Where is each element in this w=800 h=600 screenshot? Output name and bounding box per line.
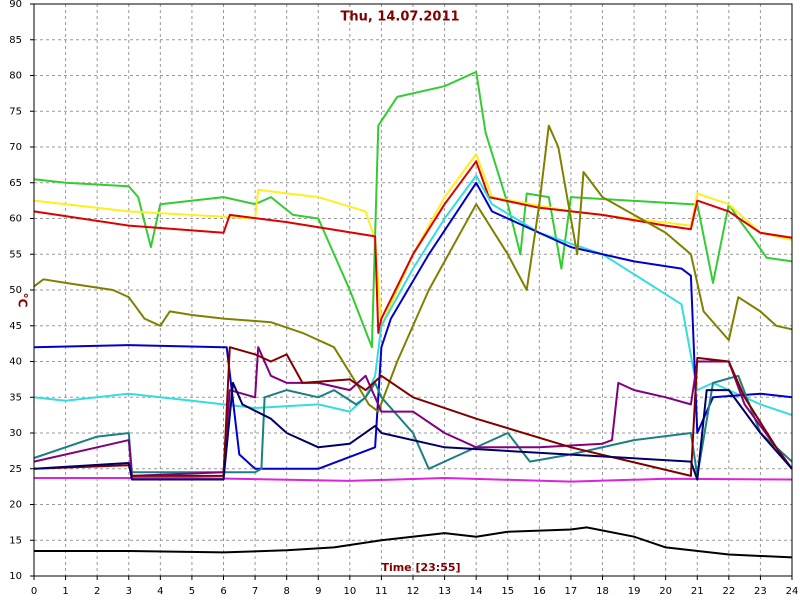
series-line	[33, 181, 793, 470]
y-tick-label: 65	[9, 178, 22, 189]
x-tick-label: 4	[157, 586, 163, 597]
chart-title: Thu, 14.07.2011	[340, 10, 459, 25]
series-line	[33, 346, 793, 477]
x-tick-label: 6	[220, 586, 226, 597]
x-tick-label: 14	[470, 586, 483, 597]
y-tick-label: 25	[9, 464, 22, 475]
x-tick-label: 12	[407, 586, 420, 597]
x-tick-label: 19	[628, 586, 641, 597]
x-tick-label: 18	[596, 586, 609, 597]
x-tick-label: 15	[501, 586, 514, 597]
series-line	[34, 526, 793, 559]
x-tick-label: 21	[691, 586, 704, 597]
y-tick-label: 35	[9, 392, 22, 403]
x-tick-label: 10	[343, 586, 356, 597]
x-tick-label: 9	[315, 586, 321, 597]
y-tick-label: 75	[9, 106, 22, 117]
x-tick-label: 20	[659, 586, 672, 597]
y-tick-label: 10	[9, 571, 22, 582]
series-line	[34, 477, 793, 483]
series-line	[33, 174, 793, 417]
series-line	[33, 153, 793, 327]
y-tick-label: 55	[9, 249, 22, 260]
y-tick-label: 45	[9, 321, 22, 332]
x-tick-label: 24	[786, 586, 799, 597]
series-line	[33, 346, 793, 477]
series-line	[33, 70, 793, 349]
series-line	[33, 374, 793, 477]
x-tick-label: 13	[438, 586, 451, 597]
y-tick-label: 40	[9, 357, 22, 368]
x-tick-label: 16	[533, 586, 546, 597]
x-tick-label: 2	[94, 586, 100, 597]
y-tick-label: 90	[9, 0, 22, 10]
y-tick-label: 30	[9, 428, 22, 439]
x-tick-label: 22	[722, 586, 735, 597]
x-tick-label: 3	[126, 586, 132, 597]
y-tick-label: 85	[9, 35, 22, 46]
y-tick-label: 15	[9, 535, 22, 546]
x-tick-label: 7	[252, 586, 258, 597]
y-tick-label: 80	[9, 71, 22, 82]
x-tick-label: 1	[62, 586, 68, 597]
y-tick-label: 70	[9, 142, 22, 153]
y-tick-label: 60	[9, 214, 22, 225]
series-line	[33, 381, 793, 481]
series-line	[33, 160, 793, 334]
x-axis-label: Time [23:55]	[381, 561, 460, 574]
y-tick-label: 20	[9, 500, 22, 511]
y-axis-label: °C	[16, 293, 30, 308]
x-tick-label: 8	[283, 586, 289, 597]
y-tick-label: 50	[9, 285, 22, 296]
x-tick-label: 23	[754, 586, 767, 597]
x-tick-label: 5	[189, 586, 195, 597]
series-line	[33, 124, 793, 413]
lines	[33, 70, 793, 559]
x-tick-label: 11	[375, 586, 388, 597]
x-tick-label: 0	[31, 586, 37, 597]
x-tick-label: 17	[565, 586, 578, 597]
